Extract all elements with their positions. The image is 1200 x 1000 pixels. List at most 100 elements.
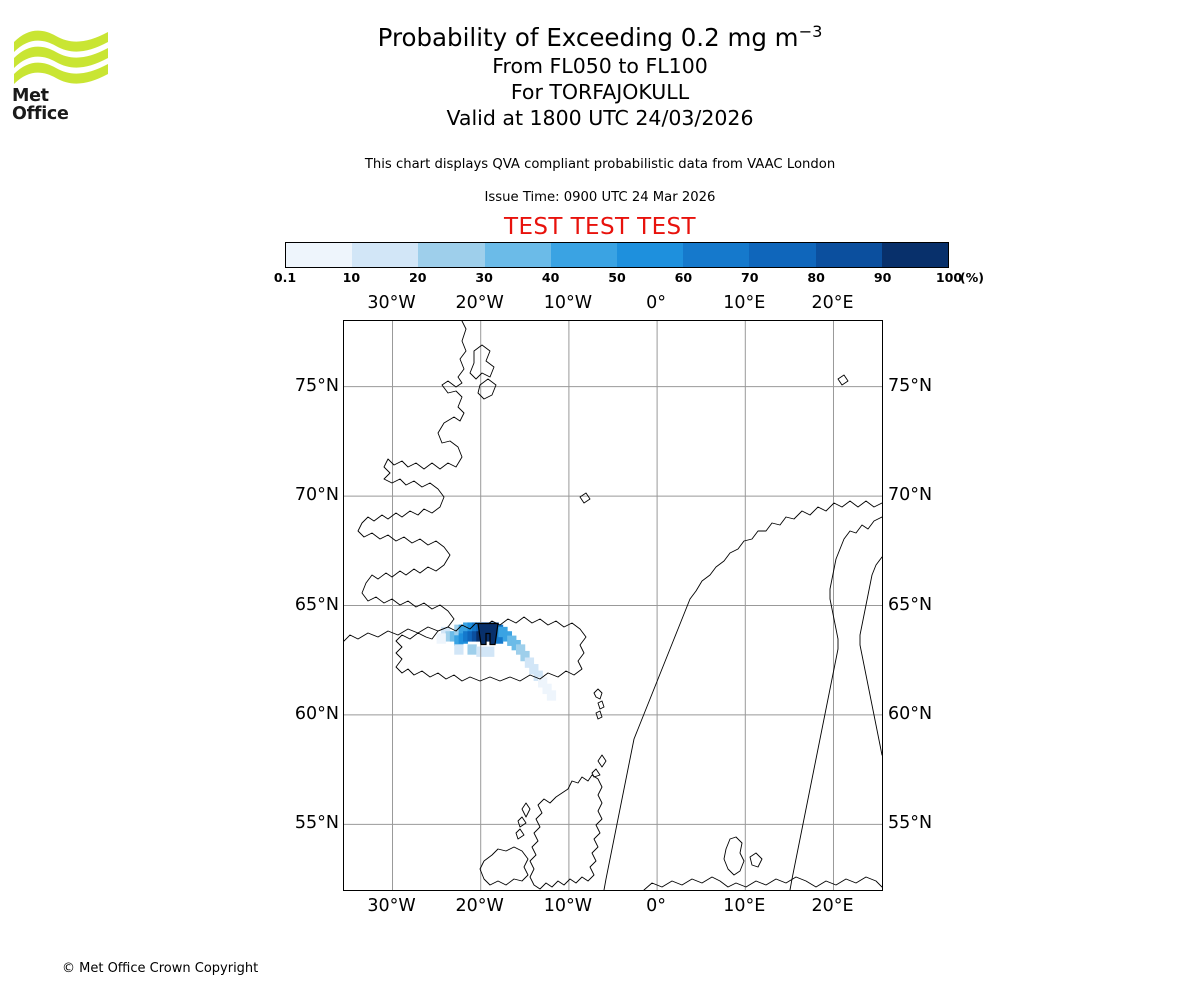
colorbar-tick-labels: (%) 0.1 10 20 30 40 50 60 70 80 90 100 (255, 270, 1015, 288)
coastlines (344, 321, 882, 890)
finland-russia-coastline (859, 556, 882, 756)
axis-label-55N: 55°N (888, 813, 933, 834)
ash-cell (542, 683, 552, 695)
colorbar-tick-40: 40 (541, 270, 560, 285)
jan-mayen-island (579, 492, 591, 504)
greenland-coastline (344, 321, 467, 642)
shetland-orkney-islands (591, 754, 607, 778)
axis-label-60N: 60°N (888, 703, 933, 724)
greenland-island-1 (469, 344, 495, 380)
colorbar-tick-100: 100 (935, 270, 963, 285)
ash-cell (493, 633, 504, 644)
met-office-brand-text: Met Office (12, 86, 69, 124)
iceland-coastline (395, 616, 587, 682)
axis-label-75N: 75°N (888, 375, 933, 396)
axis-label-30W: 30°W (367, 293, 416, 313)
volcano-source-marker (477, 622, 499, 646)
colorbar-tick-10: 10 (342, 270, 361, 285)
map-gridlines (344, 321, 882, 890)
hebrides-islands (515, 802, 531, 840)
svalbard-island (837, 374, 849, 386)
axis-label-30W: 30°W (367, 896, 416, 916)
denmark-coastline (723, 836, 745, 876)
met-office-logo: Met Office (12, 26, 110, 122)
colorbar-band-0 (286, 243, 353, 267)
colorbar-tick-90: 90 (873, 270, 892, 285)
ireland-coastline (479, 846, 529, 886)
axis-label-10W: 10°W (543, 896, 593, 916)
met-office-waves-icon (14, 30, 108, 84)
longitude-axis-bottom: 30°W 20°W 10°W 0° 10°E 20°E (343, 896, 883, 920)
colorbar-band-4 (550, 243, 618, 267)
axis-label-70N: 70°N (888, 485, 933, 506)
longitude-axis-top: 30°W 20°W 10°W 0° 10°E 20°E (343, 293, 883, 315)
colorbar-swatches (285, 242, 949, 268)
title-valid-time: Valid at 1800 UTC 24/03/2026 (446, 106, 754, 131)
axis-label-10E: 10°E (723, 896, 766, 916)
axis-label-0: 0° (646, 896, 667, 916)
axis-label-10E: 10°E (723, 293, 766, 313)
colorbar-tick-60: 60 (674, 270, 693, 285)
denmark-islands (749, 852, 763, 868)
ash-cell (524, 657, 535, 668)
colorbar-band-2 (418, 243, 485, 267)
ash-cell (520, 650, 530, 662)
test-banner: TEST TEST TEST (504, 214, 696, 240)
chart-title-block: Probability of Exceeding 0.2 mg m−3 From… (0, 21, 1200, 132)
ash-cell (436, 633, 446, 644)
axis-label-20W: 20°W (455, 896, 504, 916)
ash-cell (529, 664, 539, 675)
norway-west-coastline (603, 500, 882, 890)
colorbar-tick-0.1: 0.1 (273, 270, 297, 285)
ash-cell (485, 646, 495, 657)
axis-label-20W: 20°W (455, 293, 504, 313)
copyright-notice: © Met Office Crown Copyright (62, 961, 259, 976)
title-exponent: −3 (798, 21, 823, 41)
ash-cell (538, 677, 548, 688)
colorbar-tick-20: 20 (409, 270, 427, 285)
ash-cell (454, 644, 464, 655)
probability-colorbar (285, 242, 949, 268)
ash-cell (546, 690, 557, 701)
ash-cell (533, 670, 543, 681)
title-main-text: Probability of Exceeding 0.2 mg m (377, 23, 799, 52)
axis-label-65N: 65°N (294, 594, 339, 615)
colorbar-band-1 (352, 243, 419, 267)
axis-label-75N: 75°N (294, 375, 339, 396)
colorbar-unit-label: (%) (959, 270, 985, 285)
colorbar-tick-70: 70 (741, 270, 759, 285)
continental-europe-coastline (643, 876, 882, 890)
latitude-axis-left: 75°N 70°N 65°N 60°N 55°N (263, 320, 339, 891)
title-volcano-name: For TORFAJOKULL (510, 80, 690, 105)
ash-cell (515, 644, 526, 655)
latitude-axis-right: 75°N 70°N 65°N 60°N 55°N (888, 320, 978, 891)
colorbar-band-7 (749, 243, 816, 267)
faroe-islands (593, 688, 605, 720)
colorbar-tick-50: 50 (608, 270, 626, 285)
title-flight-levels: From FL050 to FL100 (492, 53, 708, 78)
great-britain-coastline (529, 774, 603, 890)
colorbar-band-9 (881, 243, 949, 267)
axis-label-20E: 20°E (811, 896, 854, 916)
volcano-source-shape (477, 622, 499, 646)
colorbar-band-5 (617, 243, 684, 267)
ash-cell (467, 644, 477, 655)
colorbar-band-6 (683, 243, 750, 267)
axis-label-65N: 65°N (888, 594, 933, 615)
colorbar-tick-30: 30 (475, 270, 493, 285)
colorbar-tick-80: 80 (807, 270, 825, 285)
sweden-finland-coastline (789, 516, 882, 890)
axis-label-10W: 10°W (543, 293, 593, 313)
issue-time-label: Issue Time: 0900 UTC 24 Mar 2026 (484, 190, 716, 205)
colorbar-band-3 (484, 243, 551, 267)
map-panel[interactable] (343, 320, 883, 891)
axis-label-20E: 20°E (811, 293, 854, 313)
map-canvas (344, 321, 882, 890)
axis-label-0: 0° (646, 293, 667, 313)
page-title: Probability of Exceeding 0.2 mg m−3 (0, 21, 1200, 53)
axis-label-70N: 70°N (294, 485, 339, 506)
qva-compliance-note: This chart displays QVA compliant probab… (364, 157, 836, 172)
greenland-island-2 (477, 378, 497, 400)
colorbar-band-8 (815, 243, 882, 267)
axis-label-60N: 60°N (294, 703, 339, 724)
